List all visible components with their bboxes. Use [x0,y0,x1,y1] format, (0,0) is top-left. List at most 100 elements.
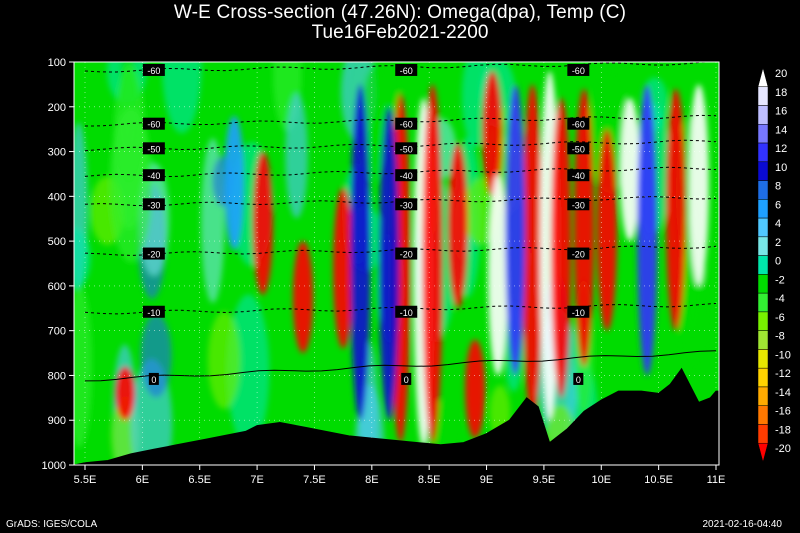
isotherm-label-box [567,142,590,155]
isotherm-label-box [567,247,590,260]
colorbar-label: 12 [775,143,787,155]
isotherm-label: -30 [572,200,585,210]
x-tick-label: 5.5E [74,474,97,486]
colorbar-segment [757,367,769,388]
colorbar-label: -6 [775,312,785,324]
isotherm-label-box [395,247,418,260]
y-tick-label: 200 [48,102,66,114]
isotherm-label-box [395,169,418,182]
x-tick-label: 8.5E [418,474,441,486]
colorbar-label: -10 [775,349,791,361]
terrain-silhouette [74,367,719,465]
x-tick-label: 9.5E [533,474,556,486]
chart-title: W-E Cross-section (47.26N): Omega(dpa), … [173,2,627,23]
colorbar-label: 18 [775,87,787,99]
isotherm-label: -60 [400,66,413,76]
colorbar-segment [757,217,769,238]
isotherm-label-box [395,63,418,76]
terrain [74,367,719,465]
x-axis: 5.5E 6E 6.5E 7E 7.5E 8E 8.5E 9E 9.5E 10E 10.5E 11E [74,465,726,486]
isotherm-label: -50 [400,144,413,154]
colorbar-label: 4 [775,218,781,230]
isotherm-label-box [567,63,590,76]
isotherm-label-box [142,169,165,182]
colorbar-segment [757,349,769,369]
isotherm-label-box [567,305,590,318]
y-tick-label: 600 [48,281,66,293]
colorbar-label: -4 [775,293,785,305]
isotherm-label: -60 [147,120,160,130]
colorbar-segment [757,142,769,163]
colorbar-segment [757,311,769,331]
colorbar-label: 10 [775,162,787,174]
isotherm-label: -40 [572,171,585,181]
y-tick-label: 1000 [42,460,66,472]
isotherm-label-box [567,169,590,182]
isotherm-label-box [401,372,412,385]
colorbar-segment [757,199,769,219]
isotherm-label-box [142,117,165,130]
isotherm-label: 0 [151,375,156,385]
isotherm-label-box [142,198,165,211]
chart-subtitle: Tue16Feb2021-2200 [311,22,489,43]
colorbar-segment [757,405,769,425]
isotherm-label: -60 [400,120,413,130]
isotherm-label: -20 [147,250,160,260]
colorbar-label: 16 [775,106,787,118]
isotherm-label-box [148,372,159,385]
colorbar-label: 2 [775,237,781,249]
y-tick-label: 900 [48,415,66,427]
colorbar-label: -12 [775,368,791,380]
colorbar-segment [757,105,769,125]
colorbar-segment [757,424,769,444]
colorbar-segment [757,161,769,181]
isotherm-label: -60 [572,120,585,130]
isotherm-label: -20 [400,250,413,260]
y-tick-label: 400 [48,191,66,203]
x-tick-label: 7E [250,474,263,486]
isotherm-label-box [567,198,590,211]
colorbar-label: 6 [775,199,781,211]
isotherm-label: -20 [572,250,585,260]
isotherm-label: -30 [400,200,413,210]
x-tick-label: 10.5E [644,474,673,486]
isotherm-label: -40 [147,171,160,181]
isotherm-label-box [142,305,165,318]
isotherm-label-box [395,198,418,211]
y-tick-label: 100 [48,57,66,69]
isotherm-label: -10 [400,308,413,318]
temperature-isotherms: -60 -60 -60 -60 -60 -60 -50 -50 -50 -40 -40 -40 -30 -… [84,62,717,385]
isotherm-label: -50 [147,144,160,154]
x-tick-label: 6.5E [188,474,211,486]
isotherm-line [84,350,717,382]
colorbar-segment [757,330,769,350]
colorbar-segment [757,236,769,256]
isotherm-label-box [395,305,418,318]
isotherm-label-box [142,63,165,76]
colorbar-bottom-arrow [757,442,769,463]
isotherm-label-box [567,117,590,130]
colorbar-segment [757,255,769,275]
isotherm-label: 0 [404,375,409,385]
colorbar-label: 14 [775,124,787,136]
isotherm-label: 0 [576,375,581,385]
colorbar-label: -14 [775,387,791,399]
colorbar-segment [757,86,769,106]
isotherm-label-box [142,247,165,260]
isotherm-label-box [573,372,584,385]
colorbar-segment [757,274,769,294]
isotherm-label: -30 [147,200,160,210]
colorbar-label: -2 [775,274,785,286]
isotherm-label: -10 [572,308,585,318]
isotherm-label-box [142,142,165,155]
colorbar: 20181614121086420-2-4-6-8-10-12-14-16-18… [757,67,791,463]
x-tick-label: 11E [707,474,726,486]
x-tick-label: 9E [480,474,493,486]
x-tick-label: 6E [136,474,149,486]
colorbar-segment [757,292,769,313]
footer-timestamp: 2021-02-16-04:40 [702,519,782,530]
y-tick-label: 500 [48,236,66,248]
colorbar-label: 0 [775,256,781,268]
isotherm-label-box [395,142,418,155]
